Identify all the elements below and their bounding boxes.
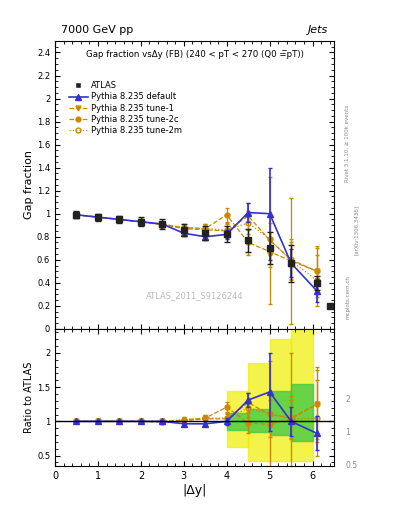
Text: Gap fraction vsΔy (FB) (240 < pT < 270 (Q0 =̅pT̅)): Gap fraction vsΔy (FB) (240 < pT < 270 (…	[86, 50, 303, 58]
Text: 1: 1	[345, 428, 350, 437]
Text: [arXiv:1306.3436]: [arXiv:1306.3436]	[354, 205, 359, 255]
Y-axis label: Gap fraction: Gap fraction	[24, 151, 34, 220]
Bar	[227, 413, 248, 430]
Text: ATLAS_2011_S9126244: ATLAS_2011_S9126244	[146, 291, 243, 300]
Text: 7000 GeV pp: 7000 GeV pp	[61, 25, 133, 35]
Text: Rivet 3.1.10, ≥ 100k events: Rivet 3.1.10, ≥ 100k events	[345, 105, 350, 182]
Text: Jets: Jets	[308, 25, 329, 35]
X-axis label: |Δy|: |Δy|	[182, 483, 207, 497]
Bar	[270, 339, 291, 461]
Text: 0.5: 0.5	[345, 461, 357, 471]
Bar	[227, 391, 248, 447]
Y-axis label: Ratio to ATLAS: Ratio to ATLAS	[24, 361, 34, 433]
Bar	[270, 391, 291, 435]
Legend: ATLAS, Pythia 8.235 default, Pythia 8.235 tune-1, Pythia 8.235 tune-2c, Pythia 8: ATLAS, Pythia 8.235 default, Pythia 8.23…	[68, 80, 184, 136]
Bar	[291, 383, 312, 440]
Text: mcplots.cern.ch: mcplots.cern.ch	[345, 275, 350, 319]
Text: 2: 2	[345, 395, 350, 404]
Bar	[248, 363, 270, 461]
Bar	[291, 326, 312, 461]
Bar	[248, 409, 270, 432]
